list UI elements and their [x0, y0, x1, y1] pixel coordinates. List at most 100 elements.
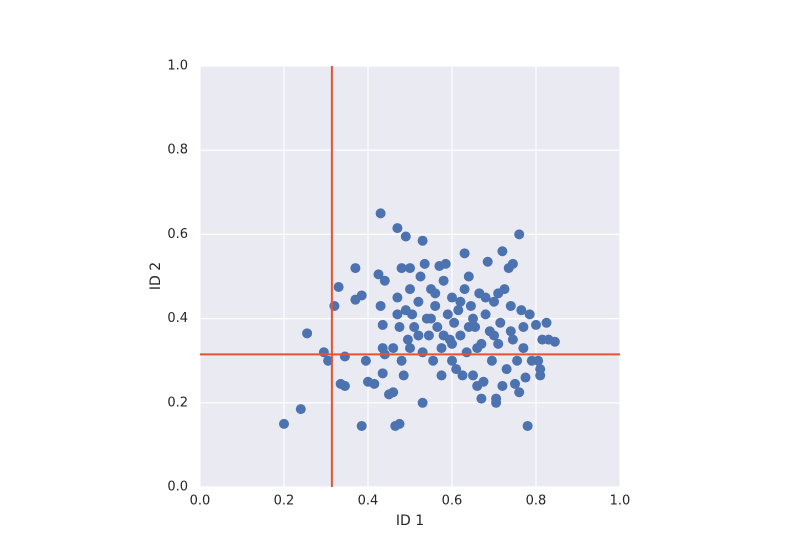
- point: [392, 309, 403, 320]
- point: [323, 355, 334, 366]
- point: [377, 368, 388, 379]
- point: [417, 235, 428, 246]
- point: [465, 300, 476, 311]
- point: [394, 418, 405, 429]
- point: [518, 322, 529, 333]
- point: [438, 275, 449, 286]
- point: [438, 330, 449, 341]
- point: [463, 322, 474, 333]
- point: [459, 248, 470, 259]
- point: [495, 317, 506, 328]
- point: [486, 355, 497, 366]
- point: [531, 319, 541, 330]
- point: [436, 343, 447, 354]
- point: [516, 305, 527, 316]
- point: [295, 404, 306, 415]
- point: [447, 338, 457, 349]
- point: [497, 380, 508, 391]
- point: [442, 309, 453, 320]
- x-tick-label: 0.8: [526, 494, 547, 509]
- point: [472, 343, 483, 354]
- x-tick-label: 0.2: [274, 494, 295, 509]
- x-axis-label: ID 1: [396, 513, 424, 529]
- point: [449, 317, 460, 328]
- point: [423, 330, 434, 341]
- point: [402, 334, 413, 345]
- point: [398, 370, 409, 381]
- point: [493, 338, 504, 349]
- point: [541, 317, 552, 328]
- point: [522, 420, 533, 431]
- x-tick-label: 0.0: [190, 494, 211, 509]
- point: [505, 326, 516, 337]
- point: [455, 330, 466, 341]
- point: [339, 351, 350, 362]
- point: [369, 378, 380, 389]
- point: [339, 380, 350, 391]
- point: [379, 275, 390, 286]
- point: [459, 284, 470, 295]
- point: [430, 300, 441, 311]
- point: [375, 300, 386, 311]
- point: [388, 387, 399, 398]
- point: [413, 330, 424, 341]
- point: [480, 292, 491, 303]
- point: [373, 269, 384, 280]
- point: [405, 343, 415, 354]
- point: [447, 292, 457, 303]
- point: [453, 305, 464, 316]
- point: [480, 309, 491, 320]
- point: [409, 322, 420, 333]
- point: [491, 397, 502, 408]
- point: [430, 288, 441, 299]
- point: [360, 355, 371, 366]
- point: [455, 296, 466, 307]
- point: [440, 258, 451, 269]
- point: [333, 282, 344, 293]
- point: [356, 420, 367, 431]
- point: [405, 263, 415, 274]
- point: [505, 300, 516, 311]
- point: [461, 347, 472, 358]
- point: [478, 376, 489, 387]
- plot-area: [200, 66, 620, 487]
- point: [468, 370, 478, 381]
- point: [396, 263, 407, 274]
- point: [476, 393, 487, 404]
- point: [482, 256, 493, 267]
- point: [463, 271, 474, 282]
- point: [413, 296, 424, 307]
- point: [535, 364, 546, 375]
- x-tick-label: 1.0: [610, 494, 631, 509]
- y-tick-label: 0.6: [167, 227, 188, 242]
- point: [507, 334, 518, 345]
- point: [501, 364, 512, 375]
- y-tick-label: 0.8: [167, 143, 188, 158]
- point: [533, 355, 544, 366]
- point: [518, 343, 529, 354]
- point: [468, 313, 478, 324]
- point: [428, 355, 439, 366]
- point: [279, 418, 289, 429]
- x-tick-label: 0.4: [358, 494, 379, 509]
- point: [493, 288, 504, 299]
- point: [447, 355, 457, 366]
- point: [507, 258, 518, 269]
- point: [375, 208, 386, 219]
- point: [489, 296, 499, 307]
- point: [451, 364, 462, 375]
- point: [392, 292, 403, 303]
- x-tick-label: 0.6: [442, 494, 463, 509]
- point: [417, 397, 428, 408]
- point: [400, 231, 411, 242]
- point: [426, 313, 436, 324]
- point: [436, 370, 447, 381]
- point: [524, 309, 535, 320]
- point: [549, 336, 560, 347]
- point: [520, 372, 531, 383]
- point: [415, 271, 426, 282]
- point: [512, 355, 523, 366]
- point: [350, 263, 361, 274]
- y-tick-label: 1.0: [167, 59, 188, 74]
